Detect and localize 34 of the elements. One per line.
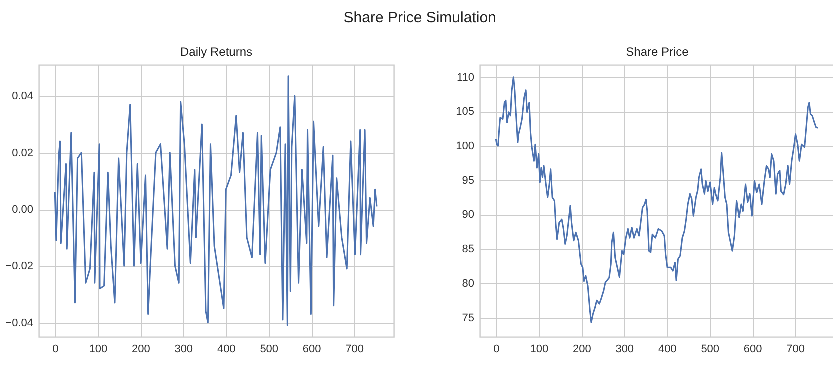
y-tick-label: 90	[462, 209, 474, 222]
x-tick-label: 200	[132, 344, 150, 356]
x-tick-label: 0	[494, 344, 500, 356]
x-tick-label: 300	[174, 344, 194, 356]
x-tick-label: 600	[302, 344, 322, 356]
x-tick-label: 300	[616, 344, 634, 356]
y-tick-label: −0.04	[6, 317, 34, 330]
x-tick-label: 0	[52, 344, 59, 356]
y-tick-label: 0.04	[12, 90, 34, 103]
x-tick-label: 100	[89, 344, 108, 356]
x-tick-label: 500	[701, 344, 720, 356]
x-tick-label: 700	[786, 344, 806, 356]
line-series	[54, 76, 378, 326]
y-tick-label: 0.02	[12, 147, 34, 160]
y-tick-label: −0.02	[6, 260, 34, 273]
x-tick-label: 400	[217, 344, 236, 356]
text: Share Price Simulation	[344, 9, 496, 26]
x-tick-label: 700	[346, 344, 364, 356]
chart-title: Daily Returns	[180, 45, 253, 59]
x-tick-label: 500	[260, 344, 279, 356]
y-tick-label: 80	[462, 278, 474, 290]
y-tick-label: 85	[462, 244, 474, 256]
chart-title: Share Price	[626, 45, 690, 59]
line-series	[495, 76, 819, 324]
x-tick-label: 600	[744, 344, 762, 356]
x-tick-label: 400	[658, 344, 677, 356]
y-tick-label: 75	[462, 312, 474, 324]
y-tick-label: 95	[462, 174, 474, 187]
x-tick-label: 200	[572, 344, 592, 356]
y-tick-label: 105	[456, 106, 474, 118]
y-tick-label: 0.00	[12, 204, 34, 216]
y-tick-label: 100	[456, 140, 474, 153]
y-tick-label: 110	[456, 72, 474, 84]
x-tick-label: 100	[530, 344, 549, 356]
